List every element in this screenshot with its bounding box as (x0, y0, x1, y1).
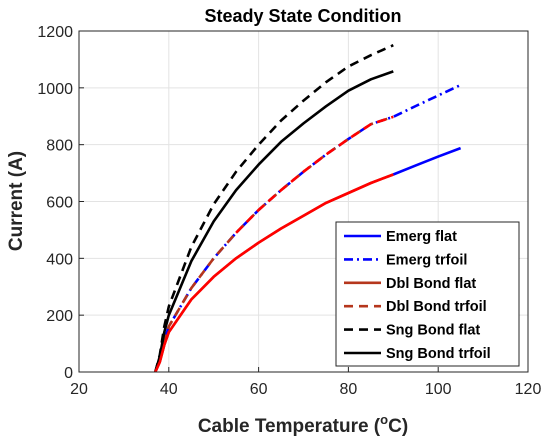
y-tick-label: 0 (64, 365, 73, 382)
series-line-5 (154, 70, 394, 373)
series-line-1 (154, 83, 462, 373)
y-tick-label: 200 (46, 308, 73, 325)
legend-box (335, 221, 520, 367)
x-tick-label: 80 (340, 381, 358, 398)
x-tick-label: 40 (160, 381, 178, 398)
legend: Emerg flat Emerg trfoil Dbl Bond flat Dbl B… (335, 221, 520, 367)
x-tick-label: 100 (425, 381, 452, 398)
legend-label-0: Emerg flat (386, 229, 457, 245)
x-tick-label: 60 (250, 381, 268, 398)
overlay-line-1 (235, 115, 394, 234)
overlay-line-0 (154, 173, 394, 373)
legend-label-1: Emerg trfoil (386, 252, 467, 268)
legend-label-3: Dbl Bond trfoil (386, 299, 487, 315)
x-tick-label: 20 (70, 381, 88, 398)
x-axis-label-unit: C) (388, 416, 408, 437)
series-line-4 (154, 44, 394, 373)
legend-label-5: Sng Bond trfoil (386, 346, 491, 362)
legend-label-4: Sng Bond flat (386, 323, 480, 339)
y-tick-label: 800 (46, 138, 73, 155)
y-tick-label: 1000 (37, 81, 73, 98)
y-tick-label: 1200 (37, 24, 73, 41)
chart-title: Steady State Condition (204, 6, 401, 26)
x-axis-label-degree: o (380, 412, 388, 427)
y-tick-label: 600 (46, 195, 73, 212)
series-line-0 (392, 146, 462, 176)
x-axis-label-main: Cable Temperature ( (198, 416, 381, 437)
x-tick-label: 120 (515, 381, 542, 398)
x-axis-label: Cable Temperature (oC) (198, 412, 408, 437)
y-axis-label: Current (A) (6, 151, 27, 251)
y-tick-label: 400 (46, 251, 73, 268)
plot-lines (154, 44, 462, 373)
legend-label-2: Dbl Bond flat (386, 276, 476, 292)
